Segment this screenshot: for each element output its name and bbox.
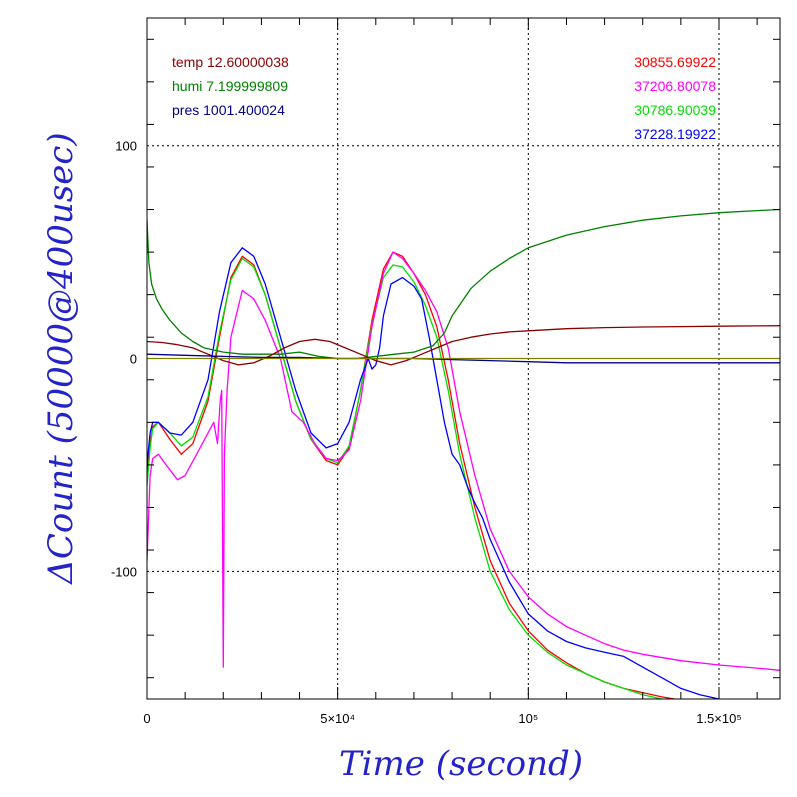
- y-axis-title: ΔCount (50000@400usec): [41, 132, 81, 585]
- x-axis-title: Time (second): [339, 744, 583, 784]
- legend-right-entry: 37206.80078: [634, 78, 716, 94]
- series-line-1: [147, 257, 666, 699]
- series-line-6: [147, 353, 780, 364]
- legend-left-entry: pres 1001.400024: [172, 102, 285, 118]
- legend-right-entry: 30855.69922: [634, 54, 716, 70]
- y-tick-label: 0: [130, 352, 137, 367]
- legend-left-entry: temp 12.60000038: [172, 54, 289, 70]
- legend-right-entry: 37228.19922: [634, 126, 716, 142]
- x-tick-label: 10⁵: [518, 711, 538, 726]
- x-tick-label: 0: [143, 711, 150, 726]
- x-tick-label: 5×10⁴: [320, 711, 355, 726]
- legend-right-entry: 30786.90039: [634, 102, 716, 118]
- tick-layer: 0 5×10⁴ 10⁵ 1.5×10⁵ -100 0 100: [111, 18, 780, 726]
- series-layer: [147, 208, 780, 699]
- legend-left-entry: humi 7.199999809: [172, 78, 288, 94]
- series-line-4: [147, 208, 780, 360]
- series-line-0: [147, 251, 679, 699]
- series-line-5: [147, 325, 780, 366]
- x-tick-label: 1.5×10⁵: [696, 711, 742, 726]
- y-tick-label: 100: [115, 139, 137, 154]
- legend-layer: temp 12.60000038 humi 7.199999809 pres 100…: [172, 54, 716, 142]
- y-tick-label: -100: [111, 564, 137, 579]
- plot-frame: [146, 17, 781, 700]
- series-line-2: [147, 251, 780, 671]
- series-line-3: [147, 247, 722, 699]
